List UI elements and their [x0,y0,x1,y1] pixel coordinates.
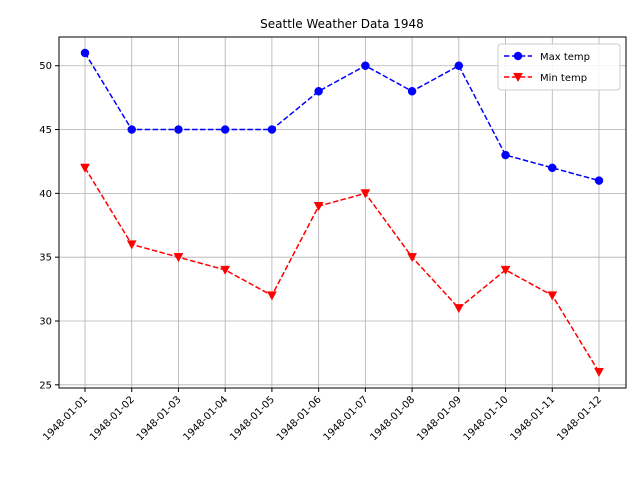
data-point-min-temp [173,253,184,263]
legend-marker [513,51,523,61]
data-point-max-temp [80,48,90,58]
plot-area-frame [58,36,627,389]
data-point-max-temp [174,125,183,134]
data-point-min-temp [360,189,371,199]
data-point-max-temp [127,125,136,134]
data-point-max-temp [548,163,557,173]
legend-label: Min temp [540,73,587,84]
y-tick-label: 45 [39,125,52,136]
legend-entry-min-temp: Min temp [504,72,587,84]
grid [59,37,626,388]
data-point-min-temp [500,265,511,275]
data-point-min-temp [266,291,277,301]
data-point-max-temp [594,176,604,185]
data-point-max-temp [407,86,417,96]
data-point-min-temp [80,163,90,173]
y-tick-label: 30 [39,316,52,327]
chart-title: Seattle Weather Data 1948 [260,17,424,31]
data-point-max-temp [501,150,510,160]
data-point-min-temp [407,253,418,263]
data-point-max-temp [267,125,277,134]
data-point-min-temp [313,202,324,212]
y-tick-label: 40 [39,189,52,200]
y-axis: 25 30 35 40 45 50 [39,61,59,391]
series-line-min-temp [84,167,600,373]
data-point-max-temp [220,125,230,134]
legend-label: Max temp [540,52,590,63]
series-line-max-temp [84,52,600,182]
data-point-max-temp [454,61,464,70]
data-point-min-temp [594,367,604,378]
series-layer [80,48,604,378]
data-point-min-temp [220,265,231,275]
data-point-min-temp [547,291,558,301]
y-tick-label: 25 [39,380,52,391]
y-tick-label: 50 [39,61,52,72]
data-point-max-temp [314,86,323,96]
series-min-temp [80,163,604,378]
data-point-max-temp [361,61,370,70]
legend-marker [513,72,523,83]
legend-entry-max-temp: Max temp [504,51,590,63]
y-tick-label: 35 [39,253,52,264]
series-max-temp [80,48,604,185]
data-point-min-temp [453,304,464,314]
legend: Max temp Min temp [497,43,621,91]
data-point-min-temp [126,240,137,250]
